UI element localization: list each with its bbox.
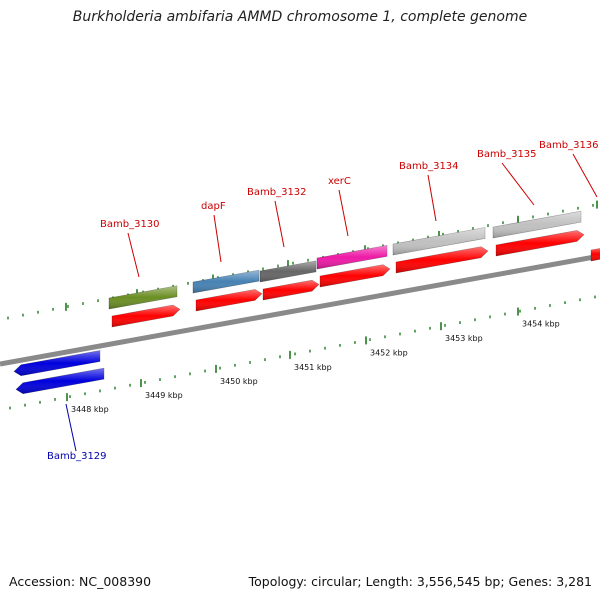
gene-label-bamb-3134[interactable]: Bamb_3134 — [399, 161, 459, 172]
gene-features — [13, 210, 600, 395]
map-title: Burkholderia ambifaria AMMD chromosome 1… — [72, 9, 528, 25]
tick-label: 3453 kbp — [445, 334, 483, 343]
leader-line-dapf — [213, 214, 222, 263]
gene-feature-dapf[interactable] — [192, 269, 260, 294]
cds-feature-bamb-3132[interactable] — [262, 279, 320, 301]
leader-line-bamb-3130 — [127, 232, 140, 278]
accession-text: Accession: NC_008390 — [9, 574, 152, 589]
gene-label-bamb-3130[interactable]: Bamb_3130 — [100, 219, 160, 230]
cds-feature-bamb-3135[interactable] — [495, 230, 585, 257]
cds-feature-bamb-3130[interactable] — [111, 304, 181, 328]
gene-label-bamb-3132[interactable]: Bamb_3132 — [247, 187, 307, 198]
leader-line-bamb-3135 — [501, 162, 535, 206]
gene-feature-bamb-3135[interactable] — [492, 210, 582, 239]
tick-label: 3450 kbp — [220, 377, 258, 386]
gene-label-bamb-3135[interactable]: Bamb_3135 — [477, 149, 537, 160]
tick-label: 3454 kbp — [522, 320, 560, 329]
gene-label-xerc[interactable]: xerC — [328, 176, 351, 187]
gene-label-dapf[interactable]: dapF — [201, 201, 226, 212]
leader-line-xerc — [338, 189, 349, 237]
leader-line-bamb-3134 — [427, 174, 437, 222]
leader-line-bamb-3132 — [274, 200, 285, 248]
cds-feature-dapf[interactable] — [195, 289, 263, 312]
tick-label: 3451 kbp — [294, 363, 332, 372]
gene-feature-bamb-3129[interactable] — [13, 350, 101, 377]
tick-label: 3452 kbp — [370, 348, 408, 357]
cds-feature-bamb-3129[interactable] — [15, 367, 105, 395]
tick-label: 3449 kbp — [145, 391, 183, 400]
cds-feature-bamb-3134[interactable] — [395, 246, 489, 274]
cds-feature-xerc[interactable] — [319, 264, 391, 288]
gene-labels: Bamb_3129 Bamb_3130 dapF Bamb_3132 xerC Bamb_… — [47, 140, 599, 462]
chromosome-backbone — [0, 253, 600, 367]
leader-line-bamb-3136 — [572, 153, 598, 198]
gene-label-bamb-3129[interactable]: Bamb_3129 — [47, 451, 107, 462]
genome-summary-text: Topology: circular; Length: 3,556,545 bp… — [248, 574, 592, 589]
gene-label-bamb-3136[interactable]: Bamb_3136 — [539, 140, 599, 151]
tick-label: 3448 kbp — [71, 405, 109, 414]
gene-feature-bamb-3130[interactable] — [108, 285, 178, 310]
gene-feature-xerc[interactable] — [316, 245, 388, 270]
cds-feature-bamb-3136[interactable] — [590, 247, 600, 262]
gene-feature-bamb-3132[interactable] — [259, 260, 317, 283]
gene-feature-bamb-3134[interactable] — [392, 227, 486, 256]
leader-line-bamb-3129 — [65, 403, 77, 452]
